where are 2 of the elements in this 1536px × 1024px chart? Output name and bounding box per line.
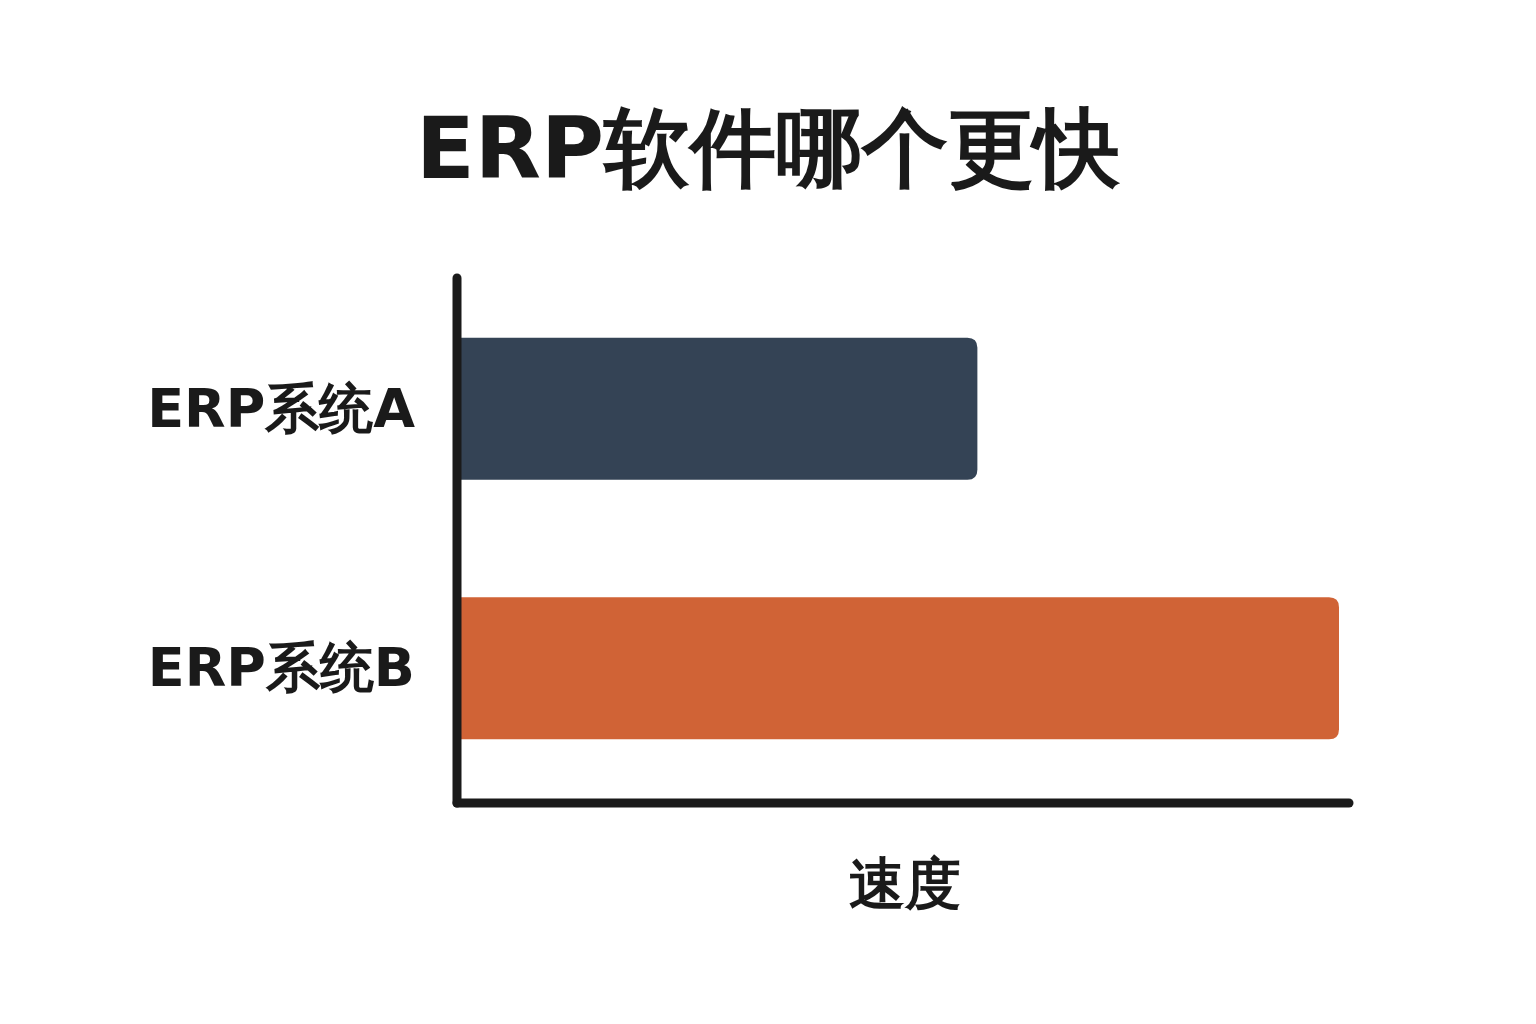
title: ERP软件哪个更快: [416, 98, 1120, 198]
xlabel: 速度: [849, 851, 961, 916]
